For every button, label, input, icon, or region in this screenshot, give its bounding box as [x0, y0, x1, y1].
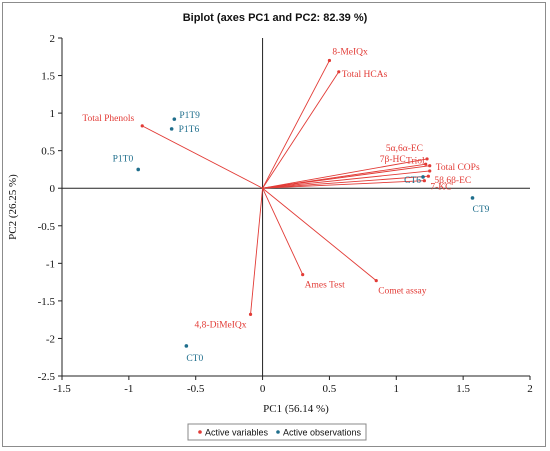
variable-vector	[262, 60, 330, 189]
axes-layer: Biplot (axes PC1 and PC2: 82.39 %) PC1 (…	[7, 12, 533, 415]
y-tick-label: 1.5	[41, 71, 55, 83]
y-tick-label: -1	[46, 258, 55, 270]
variable-label: Total HCAs	[342, 70, 388, 80]
variable-vector	[262, 188, 304, 275]
variable-vector	[142, 125, 263, 189]
observation-label: CT6	[404, 176, 421, 186]
variable-vector-tip	[337, 70, 341, 74]
variable-vector-tip	[425, 157, 429, 161]
variable-label: 7-KC	[430, 183, 451, 193]
x-tick-label: 1	[394, 383, 400, 395]
y-tick-label: -0.5	[38, 221, 56, 233]
observation-point	[470, 196, 475, 200]
variable-vector-tip	[424, 162, 428, 166]
observation-label: P1T0	[113, 154, 134, 164]
variable-vector	[262, 71, 340, 189]
y-tick-label: 2	[50, 33, 56, 45]
y-tick-label: -2	[46, 333, 55, 345]
variable-vector	[262, 175, 429, 189]
legend-entry-label: Active variables	[205, 428, 269, 438]
variable-label: 5α,6α-EC	[386, 144, 423, 154]
y-tick-label: -2.5	[38, 371, 56, 383]
observation-point	[172, 117, 177, 121]
variable-vector-tip	[428, 164, 432, 168]
x-tick-label: -1	[124, 383, 133, 395]
y-tick-label: -1.5	[38, 296, 56, 308]
x-tick-label: 0.5	[323, 383, 337, 395]
variable-label: Triol	[406, 157, 425, 167]
chart-title: Biplot (axes PC1 and PC2: 82.39 %)	[183, 12, 368, 24]
variable-label: Comet assay	[378, 287, 427, 297]
variable-vector	[262, 170, 430, 189]
variable-label: Total Phenols	[82, 114, 134, 124]
variable-label: 7β-HC	[380, 155, 406, 165]
variable-vector-tip	[301, 273, 305, 277]
variable-vector-tip	[248, 312, 253, 317]
x-tick-label: -1.5	[53, 383, 71, 395]
variable-vector	[262, 187, 377, 281]
y-tick-label: 0	[50, 183, 56, 195]
legend-entry-label: Active observations	[283, 428, 362, 438]
x-tick-label: 2	[527, 383, 533, 395]
variable-vector	[262, 180, 425, 189]
legend-marker	[276, 430, 280, 434]
variable-label: 8-MeIQx	[332, 48, 368, 58]
variable-vector-tip	[140, 124, 144, 128]
y-axis-label: PC2 (26.25 %)	[7, 174, 19, 240]
observation-label: P1T6	[179, 125, 200, 135]
variable-vector-tip	[327, 58, 332, 63]
observation-label: P1T9	[179, 111, 200, 121]
variable-label: 5β,6β-EC	[434, 176, 471, 186]
observation-point	[421, 175, 425, 179]
variable-vector-tip	[374, 279, 378, 283]
variable-vector-tip	[426, 174, 430, 178]
observation-points: P1T9 P1T6 P1T0 CT6 CT9 CT0	[113, 111, 490, 364]
variable-vector-tip	[422, 179, 426, 183]
y-tick-label: 1	[50, 108, 56, 120]
variable-vector	[250, 188, 264, 315]
chart-frame	[2, 2, 546, 447]
observation-point	[136, 167, 141, 172]
variable-vector	[262, 165, 430, 189]
observation-point	[169, 127, 174, 131]
legend-marker	[198, 430, 202, 434]
variable-label: Total COPs	[436, 163, 480, 173]
observation-label: CT0	[186, 354, 203, 364]
y-tick-label: 0.5	[41, 146, 55, 158]
x-tick-label: -0.5	[187, 383, 205, 395]
variable-vectors: 8-MeIQx Total HCAs Total Phenols 5α,6α-EC7β…	[82, 48, 480, 331]
legend: Active variables Active observations	[187, 423, 367, 441]
observation-label: CT9	[473, 205, 490, 215]
x-tick-label: 0	[260, 383, 266, 395]
x-tick-label: 1.5	[456, 383, 470, 395]
variable-label: 4,8-DiMeIQx	[195, 320, 247, 330]
observation-point	[184, 344, 189, 348]
variable-vector-tip	[428, 169, 432, 173]
variable-vector	[262, 158, 428, 189]
variable-label: Ames Test	[305, 281, 345, 291]
x-axis-label: PC1 (56.14 %)	[263, 403, 329, 415]
